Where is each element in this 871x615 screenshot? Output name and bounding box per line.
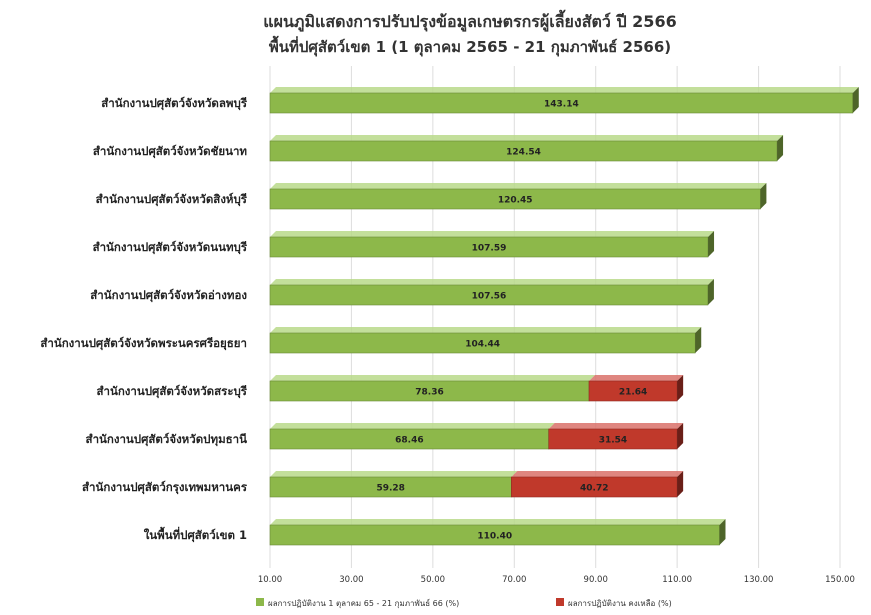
legend-label-series-0: ผลการปฏิบัติงาน 1 ตุลาคม 65 - 21 กุมภาพั… — [268, 598, 459, 608]
bar-5-series-0 — [269, 327, 702, 354]
bar-6-series-0 — [269, 375, 596, 402]
value-label-3-series-0: 107.59 — [472, 244, 507, 254]
bar-7-series-0 — [269, 423, 555, 450]
x-tick-label-4: 90.00 — [584, 575, 608, 585]
x-tick-label-1: 30.00 — [339, 575, 363, 585]
bar-2-series-0 — [269, 183, 767, 210]
chart-title: แผนภูมิแสดงการปรับปรุงข้อมูลเกษตรกรผู้เล… — [263, 9, 676, 33]
x-tick-label-0: 10.00 — [258, 575, 282, 585]
category-label-3: สำนักงานปศุสัตว์จังหวัดนนทบุรี — [93, 240, 248, 255]
value-label-8-series-0: 59.28 — [376, 484, 404, 494]
value-label-1-series-0: 124.54 — [506, 148, 541, 158]
category-label-5: สำนักงานปศุสัตว์จังหวัดพระนครศรีอยุธยา — [40, 336, 247, 351]
value-label-4-series-0: 107.56 — [472, 292, 507, 302]
legend-label-series-1: ผลการปฏิบัติงาน คงเหลือ (%) — [568, 599, 672, 608]
x-tick-label-6: 130.00 — [744, 575, 774, 585]
bar-3-series-0 — [269, 231, 715, 258]
bar-9-series-0 — [269, 519, 726, 546]
value-label-7-series-0: 68.46 — [395, 436, 423, 446]
value-label-0-series-0: 143.14 — [544, 100, 579, 110]
x-tick-label-3: 70.00 — [502, 575, 526, 585]
x-tick-label-5: 110.00 — [662, 575, 692, 585]
category-label-7: สำนักงานปศุสัตว์จังหวัดปทุมธานี — [86, 432, 248, 447]
value-label-5-series-0: 104.44 — [465, 340, 500, 350]
value-label-6-series-0: 78.36 — [415, 388, 443, 398]
category-label-9: ในพื้นที่ปศุสัตว์เขต 1 — [144, 526, 247, 543]
category-label-0: สำนักงานปศุสัตว์จังหวัดลพบุรี — [101, 96, 248, 111]
bar-1-series-0 — [269, 135, 784, 162]
category-label-4: สำนักงานปศุสัตว์จังหวัดอ่างทอง — [90, 288, 247, 303]
x-tick-label-7: 150.00 — [825, 575, 855, 585]
x-tick-label-2: 50.00 — [421, 575, 445, 585]
category-label-6: สำนักงานปศุสัตว์จังหวัดสระบุรี — [97, 384, 248, 399]
value-label-2-series-0: 120.45 — [498, 196, 533, 206]
bar-0-series-0 — [269, 87, 859, 114]
bar-8-series-1 — [511, 471, 684, 498]
value-label-9-series-0: 110.40 — [477, 532, 512, 542]
value-label-6-series-1: 21.64 — [619, 388, 647, 398]
legend-swatch-series-1 — [556, 598, 564, 606]
bar-6-series-1 — [588, 375, 684, 402]
chart-subtitle: พื้นที่ปศุสัตว์เขต 1 (1 ตุลาคม 2565 - 21… — [269, 35, 671, 57]
legend-swatch-series-0 — [256, 598, 264, 606]
category-label-8: สำนักงานปศุสัตว์กรุงเทพมหานคร — [82, 480, 248, 495]
value-label-7-series-1: 31.54 — [599, 436, 627, 446]
bar-7-series-1 — [548, 423, 684, 450]
bar-8-series-0 — [269, 471, 518, 498]
category-label-2: สำนักงานปศุสัตว์จังหวัดสิงห์บุรี — [96, 192, 248, 207]
value-label-8-series-1: 40.72 — [580, 484, 608, 494]
category-label-1: สำนักงานปศุสัตว์จังหวัดชัยนาท — [93, 144, 248, 159]
bar-4-series-0 — [269, 279, 714, 306]
